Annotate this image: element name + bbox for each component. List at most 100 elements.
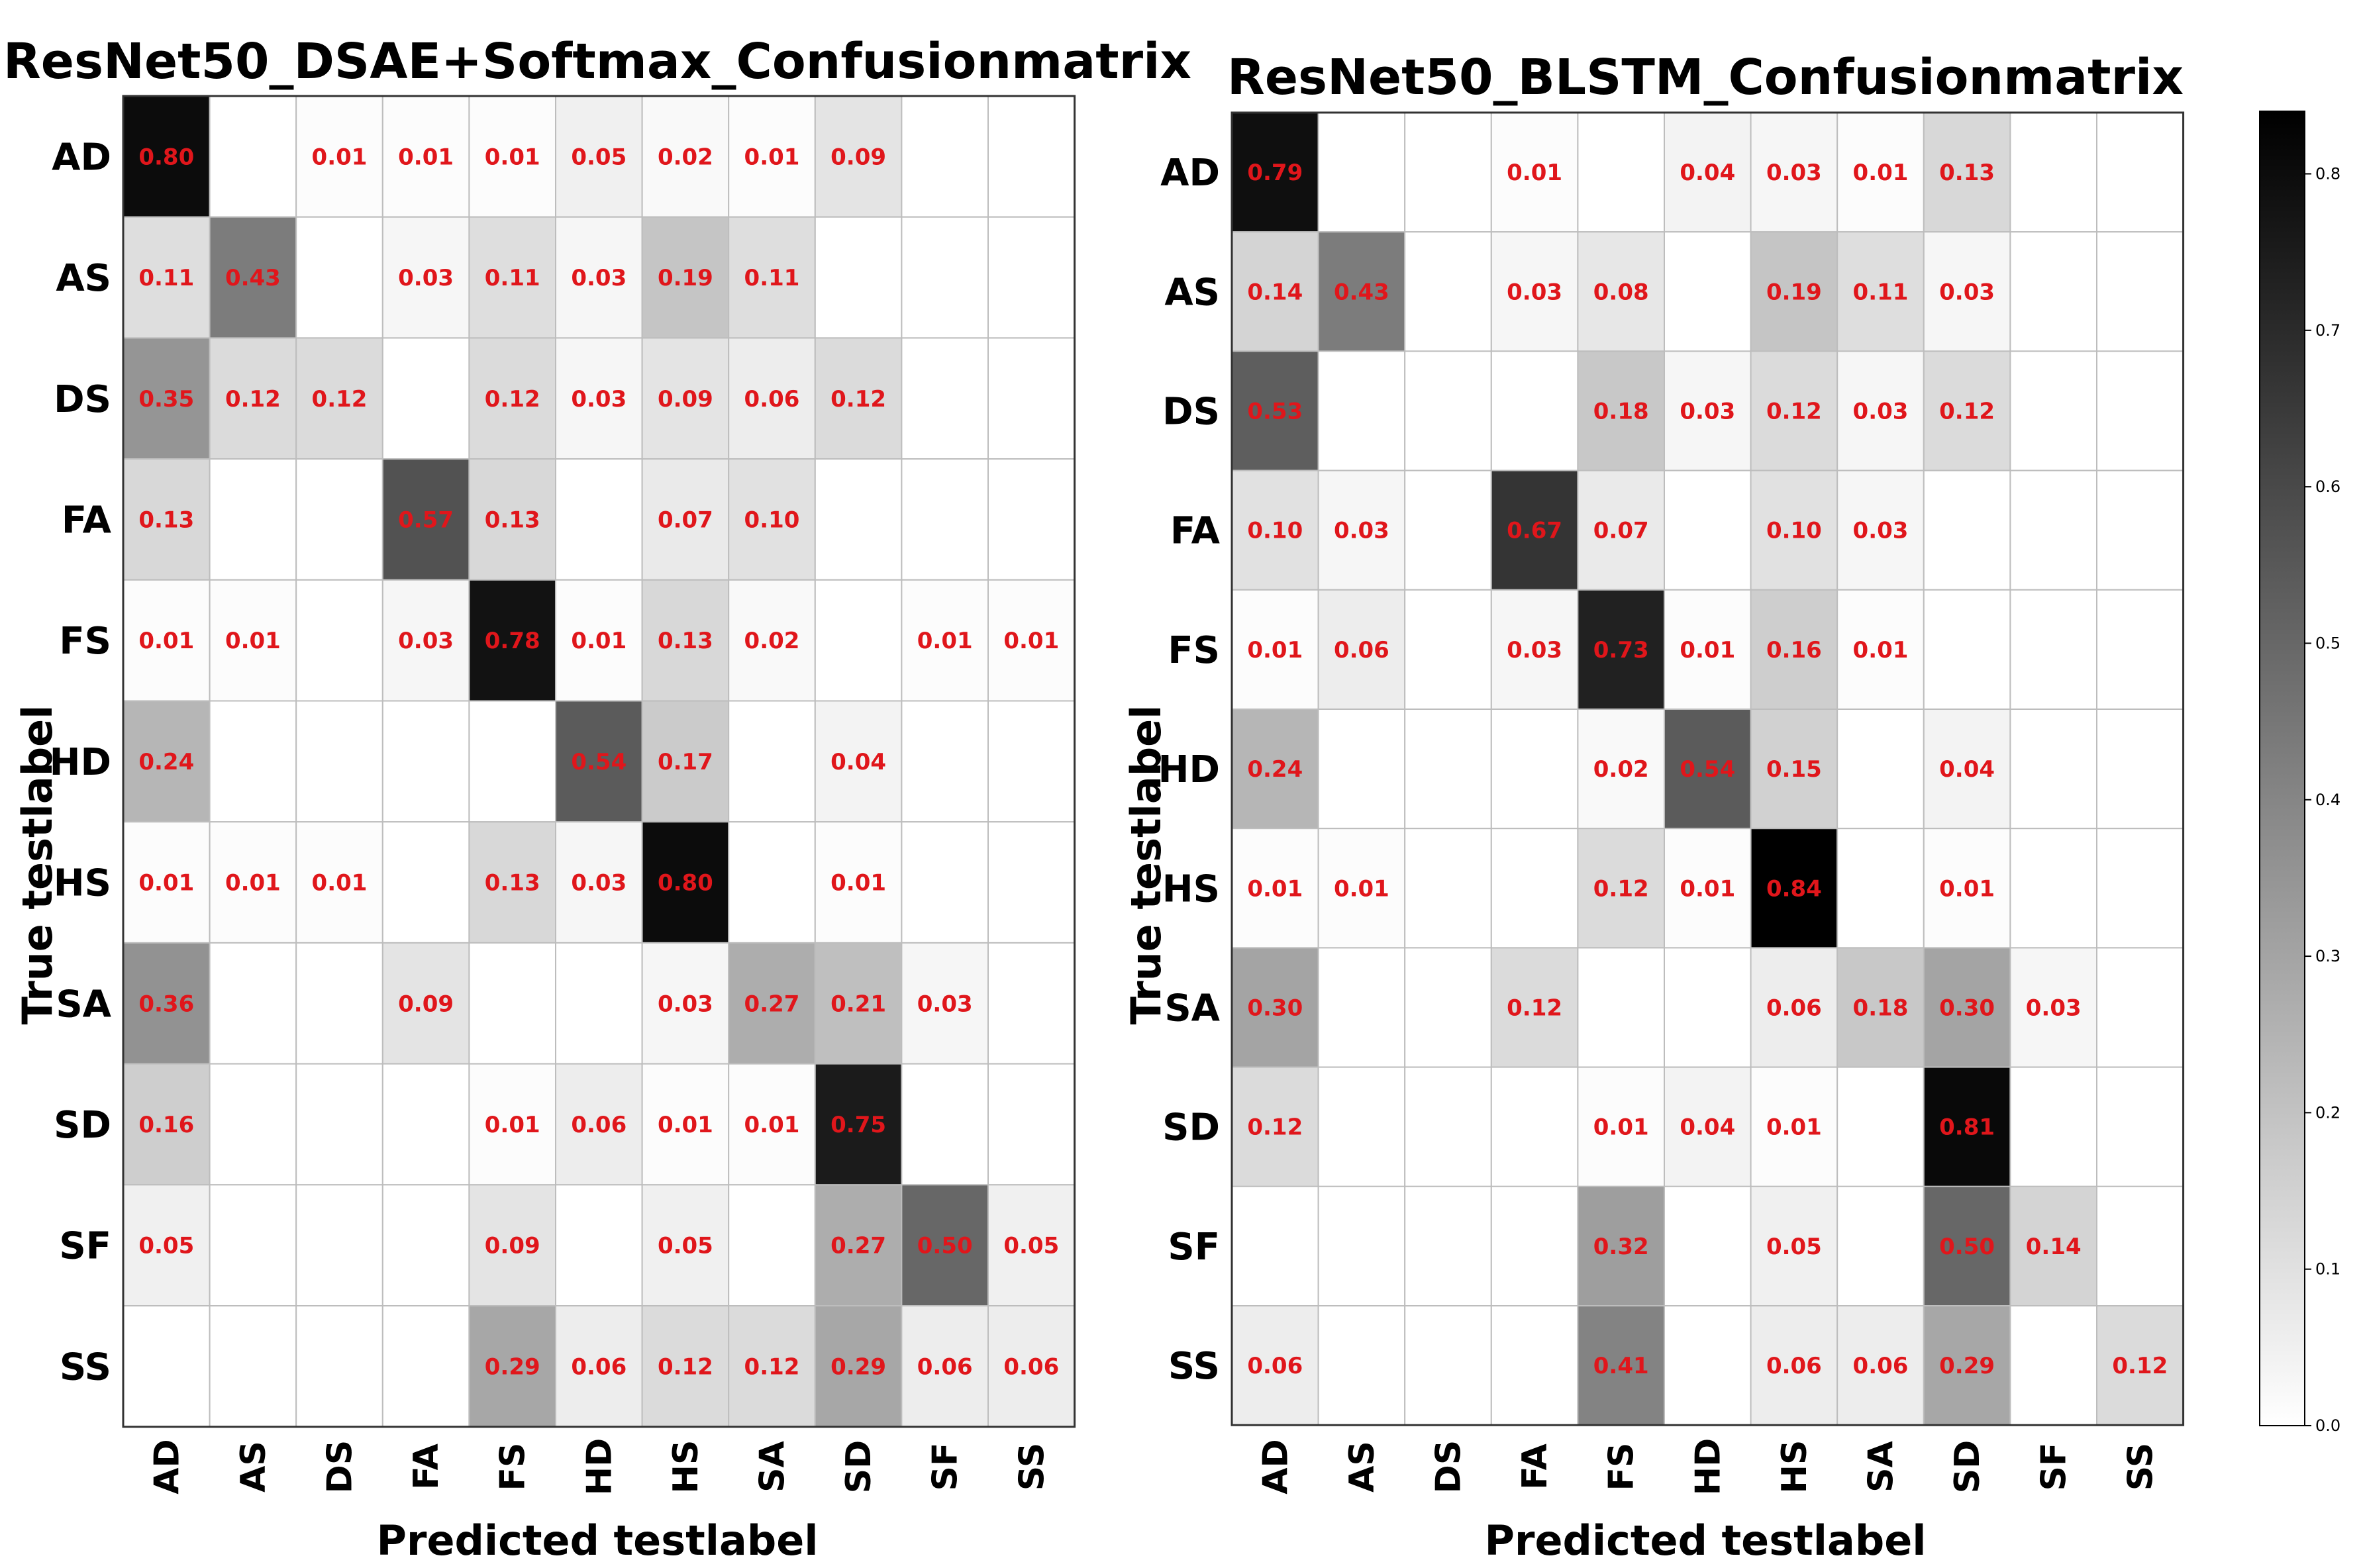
cell-value-SS-SS: 0.06 [1003, 1353, 1059, 1380]
matrix-cell-SD-AS [1317, 1066, 1406, 1187]
matrix-cell-AD-SS [987, 95, 1076, 218]
colorbar-gradient [2259, 111, 2305, 1426]
matrix-cell-HS-SA [728, 821, 816, 944]
matrix-cell-FA-SA [1836, 469, 1925, 591]
cell-value-AD-SD: 0.13 [1939, 160, 1995, 186]
col-tick-SF: SF [2035, 1443, 2074, 1491]
cell-value-HD-HD: 0.54 [571, 749, 627, 775]
cell-value-FA-FS: 0.13 [485, 507, 540, 533]
matrix-cell-HS-HD [555, 821, 643, 944]
cell-value-SD-HS: 0.01 [1766, 1114, 1822, 1141]
left-confusion-matrix: ResNet50_DSAE+Softmax_Confusionmatrix 0.… [3, 33, 1191, 1565]
col-tick-SF: SF [926, 1443, 966, 1491]
matrix-cell-FA-SF [901, 458, 989, 581]
matrix-cell-SA-AD [123, 942, 211, 1065]
matrix-cell-HS-FA [1490, 828, 1579, 949]
matrix-cell-SF-FA [381, 1184, 470, 1307]
col-tick-FA: FA [1515, 1444, 1555, 1490]
col-tick-FS: FS [1602, 1443, 1642, 1491]
cell-value-FA-FS: 0.07 [1593, 518, 1649, 544]
matrix-cell-FS-AD [1231, 589, 1319, 710]
matrix-cell-AS-SA [1836, 231, 1925, 352]
matrix-cell-SA-HS [1750, 947, 1838, 1068]
cell-value-AD-HS: 0.03 [1766, 160, 1822, 186]
colorbar-tick-label: 0.7 [2315, 321, 2340, 340]
matrix-cell-AS-HS [641, 216, 730, 339]
matrix-cell-HD-AS [1317, 709, 1406, 830]
matrix-cell-HS-FS [468, 821, 557, 944]
cell-value-SS-HS: 0.12 [658, 1353, 713, 1380]
col-tick-DS: DS [321, 1440, 360, 1494]
cell-value-SD-AD: 0.12 [1247, 1114, 1303, 1141]
cell-value-HS-HD: 0.03 [571, 870, 627, 897]
matrix-cell-HS-AD [123, 821, 211, 944]
matrix-cell-SD-AD [1231, 1066, 1319, 1187]
cell-value-SF-SS: 0.05 [1003, 1233, 1059, 1259]
cell-value-FS-FA: 0.03 [1507, 637, 1562, 663]
cell-value-DS-AD: 0.35 [138, 386, 194, 413]
matrix-cell-AD-DS [295, 95, 383, 218]
matrix-cell-SF-SA [728, 1184, 816, 1307]
matrix-cell-DS-SD [1923, 350, 2011, 471]
cell-value-FS-AS: 0.01 [225, 628, 281, 654]
matrix-cell-FA-SA [728, 458, 816, 581]
matrix-cell-SD-SF [901, 1063, 989, 1186]
cell-value-SA-SA: 0.27 [744, 991, 800, 1017]
matrix-cell-SS-FA [1490, 1305, 1579, 1426]
matrix-cell-HS-SF [2009, 828, 2097, 949]
cell-value-AD-HD: 0.04 [1680, 160, 1735, 186]
matrix-cell-FA-FS [1577, 469, 1665, 591]
cell-value-SF-SF: 0.50 [917, 1233, 973, 1259]
cell-value-FS-SA: 0.02 [744, 628, 800, 654]
matrix-cell-HD-FA [381, 700, 470, 823]
matrix-cell-FA-SS [987, 458, 1076, 581]
cell-value-FA-AD: 0.10 [1247, 518, 1303, 544]
matrix-cell-HD-DS [295, 700, 383, 823]
cell-value-DS-HS: 0.12 [1766, 399, 1822, 425]
matrix-cell-SS-HD [555, 1305, 643, 1428]
matrix-cell-HD-HS [1750, 709, 1838, 830]
matrix-cell-AD-HD [555, 95, 643, 218]
matrix-cell-DS-SS [2096, 350, 2184, 471]
cell-value-HS-FS: 0.13 [485, 870, 540, 897]
matrix-cell-SA-FA [381, 942, 470, 1065]
matrix-cell-DS-SD [814, 337, 903, 460]
cell-value-SA-HS: 0.06 [1766, 995, 1822, 1022]
matrix-cell-SS-SF [901, 1305, 989, 1428]
matrix-cell-FS-FA [1490, 589, 1579, 710]
matrix-cell-AS-AS [1317, 231, 1406, 352]
matrix-cell-AS-SD [814, 216, 903, 339]
matrix-cell-AD-SF [2009, 112, 2097, 233]
cell-value-AS-AS: 0.43 [225, 265, 281, 291]
row-tick-HD: HD [50, 741, 111, 784]
cell-value-HS-DS: 0.01 [312, 870, 368, 897]
row-tick-SD: SD [54, 1104, 111, 1147]
col-tick-SD: SD [1948, 1440, 1987, 1494]
row-tick-HS: HS [54, 862, 111, 905]
matrix-cell-SD-FA [1490, 1066, 1579, 1187]
matrix-cell-AS-FS [468, 216, 557, 339]
matrix-cell-FA-AD [1231, 469, 1319, 591]
row-tick-FA: FA [62, 499, 112, 542]
right-tick-labels: AD AS DS FA FS HD HS SA SD SF SS AD AS DS FA FS HD HS SA SD… [1158, 152, 2161, 1495]
cell-value-SD-FS: 0.01 [485, 1112, 540, 1138]
matrix-cell-HD-SS [987, 700, 1076, 823]
col-tick-HD: HD [1688, 1438, 1728, 1496]
matrix-cell-SA-FS [1577, 947, 1665, 1068]
row-tick-SS: SS [60, 1346, 111, 1389]
cell-value-SA-SF: 0.03 [917, 991, 973, 1017]
col-tick-SA: SA [753, 1441, 793, 1493]
matrix-cell-FS-FA [381, 579, 470, 702]
matrix-cell-SD-AD [123, 1063, 211, 1186]
cell-value-AD-AD: 0.79 [1247, 160, 1303, 186]
matrix-cell-SF-AS [1317, 1185, 1406, 1307]
matrix-cell-SA-HD [555, 942, 643, 1065]
cell-value-DS-SD: 0.12 [830, 386, 886, 413]
matrix-cell-FA-SS [2096, 469, 2184, 591]
cell-value-AS-HS: 0.19 [658, 265, 713, 291]
cell-value-SA-SA: 0.18 [1853, 995, 1909, 1022]
matrix-cell-FS-SS [987, 579, 1076, 702]
cell-value-HD-FS: 0.02 [1593, 756, 1649, 783]
cell-value-FS-AS: 0.06 [1334, 637, 1389, 663]
matrix-cell-FS-DS [295, 579, 383, 702]
